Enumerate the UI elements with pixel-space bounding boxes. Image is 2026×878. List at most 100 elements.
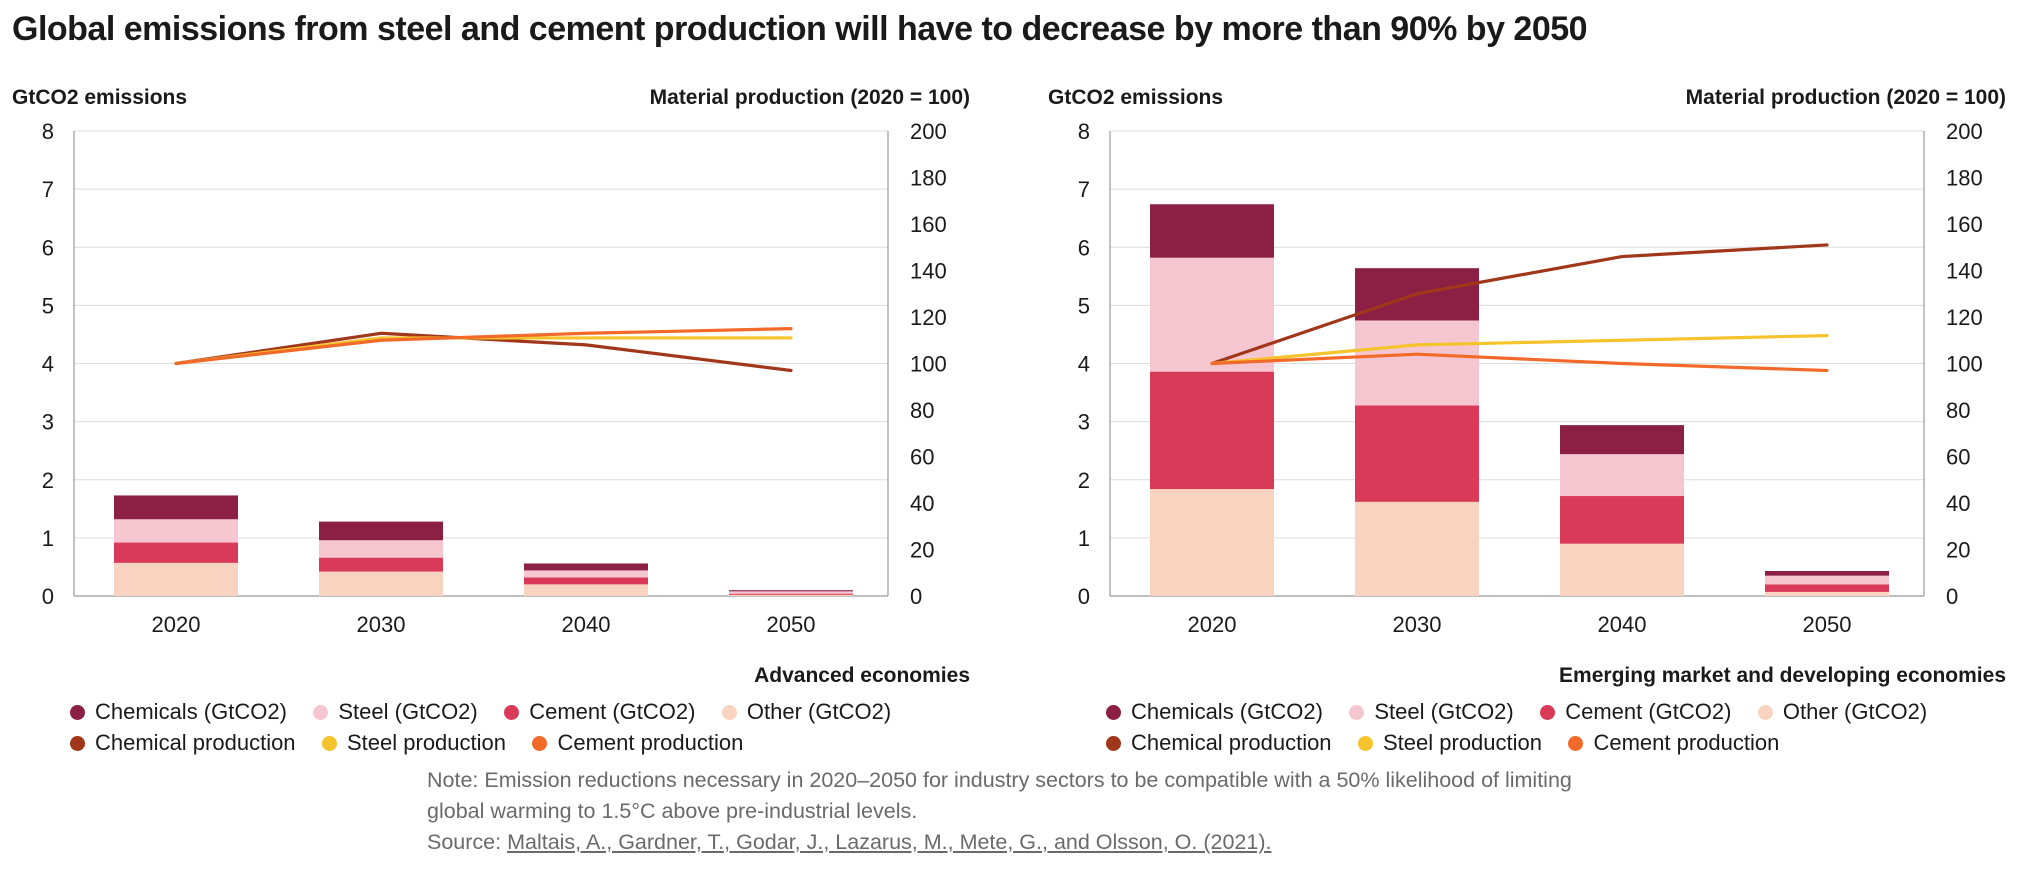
legend: Chemicals (GtCO2) Steel (GtCO2) Cement (… [1106,696,2006,758]
legend-label-chemical-production: Chemical production [1131,730,1332,755]
bar-segment-chemicals [1560,425,1684,455]
chart-panel-advanced-economies: 0 1 2 3 4 5 6 7 8 0 20 40 60 80 100 120 140 160 180 200 2020… [0,76,1000,756]
bar-segment-other [729,594,853,596]
legend-label-steel-production: Steel production [1383,730,1542,755]
legend-label-cement-production: Cement production [557,730,744,755]
y-tick-label-right: 180 [910,166,947,191]
chart-svg-advanced-economies: 0123456780204060801001201401601802002020… [12,86,970,687]
source-prefix: Source: [427,830,508,854]
y-tick-label-right: 160 [1946,212,1983,237]
y-axis-right-title: Material production (2020 = 100) [650,86,970,109]
y-tick-label-right: 40 [910,491,934,516]
legend-label-other: Other (GtCO2) [746,699,892,724]
bar-segment-steel [114,519,238,543]
y-tick-label-right: 0 [1946,584,1958,609]
y-tick-label-left: 1 [1078,526,1090,551]
bar-segment-chemicals [524,563,648,571]
legend-label-steel: Steel (GtCO2) [338,699,478,724]
y-tick-label-left: 3 [42,410,54,435]
bar-segment-cement [114,542,238,563]
bar-segment-steel [729,591,853,594]
legend-item-steel-production: Steel production [322,727,506,758]
legend-item-other: Other (GtCO2) [721,696,892,727]
legend-swatch-other [1757,705,1773,720]
legend-label-cement: Cement (GtCO2) [1565,699,1732,724]
legend-swatch-steel-production [1358,736,1373,751]
y-tick-label-left: 8 [42,119,54,144]
y-tick-label-right: 120 [1946,305,1983,330]
legend-item-steel: Steel (GtCO2) [1349,696,1514,727]
y-tick-label-right: 20 [1946,538,1970,563]
y-tick-label-left: 6 [42,235,54,260]
legend-item-cement: Cement (GtCO2) [1540,696,1731,727]
bar-segment-other [1355,501,1479,596]
legend-label-chemicals: Chemicals (GtCO2) [95,699,287,724]
y-tick-label-right: 20 [910,538,934,563]
y-tick-label-left: 4 [1078,352,1090,377]
panel-subtitle: Advanced economies [754,664,970,687]
y-tick-label-left: 7 [1078,177,1090,202]
y-tick-label-right: 200 [910,119,947,144]
bar-segment-steel [1765,575,1889,585]
bar-segment-cement [1150,371,1274,490]
y-axis-left-title: GtCO2 emissions [1048,86,1223,109]
bar-segment-other [114,562,238,596]
legend-label-steel-production: Steel production [347,730,506,755]
bar-segment-steel [1150,257,1274,372]
legend-swatch-steel [1349,705,1365,720]
legend-swatch-steel-production [322,736,337,751]
y-tick-label-right: 0 [910,584,922,609]
x-tick-label: 2030 [1393,612,1442,637]
legend-swatch-chemicals [70,705,85,720]
line-series-cement-production [1210,352,1829,373]
legend-item-cement-production: Cement production [532,727,743,758]
y-tick-label-left: 2 [42,468,54,493]
line-series-cement-production [174,327,793,366]
chart-svg-emerging-economies: 0123456780204060801001201401601802002020… [1048,86,2006,687]
legend-item-steel: Steel (GtCO2) [313,696,478,727]
chart-panel-emerging-economies: 0 1 2 3 4 5 6 7 8 0 20 40 60 80 100 120 140 160 180 200 2020… [1036,76,2026,756]
line-series-chemical-production [1210,243,1829,366]
y-tick-label-right: 40 [1946,491,1970,516]
y-tick-label-left: 6 [1078,235,1090,260]
bar-segment-cement [1560,496,1684,544]
bar-segment-other [1560,543,1684,596]
y-tick-label-right: 140 [910,259,947,284]
legend: Chemicals (GtCO2) Steel (GtCO2) Cement (… [70,696,970,758]
legend-swatch-cement-production [532,736,548,751]
legend-label-other: Other (GtCO2) [1782,699,1928,724]
bar-segment-steel [319,540,443,558]
y-tick-label-right: 140 [1946,259,1983,284]
bar-segment-steel [524,570,648,578]
legend-item-chemical-production: Chemical production [70,727,296,758]
x-tick-label: 2020 [152,612,201,637]
bar-segment-chemicals [1150,204,1274,258]
bar-segment-other [1765,591,1889,596]
y-tick-label-right: 120 [910,305,947,330]
y-tick-label-right: 80 [910,398,934,423]
bar-segment-chemicals [319,521,443,541]
y-tick-label-left: 5 [42,293,54,318]
y-tick-label-right: 60 [910,445,934,470]
bar-segment-other [319,571,443,596]
y-tick-label-left: 5 [1078,293,1090,318]
legend-label-chemical-production: Chemical production [95,730,296,755]
bar-segment-steel [1355,320,1479,406]
y-tick-label-left: 2 [1078,468,1090,493]
bar-segment-other [1150,489,1274,596]
legend-label-chemicals: Chemicals (GtCO2) [1131,699,1323,724]
legend-item-chemical-production: Chemical production [1106,727,1332,758]
legend-swatch-chemical-production [1106,736,1121,751]
y-tick-label-right: 100 [1946,352,1983,377]
source-link[interactable]: Maltais, A., Gardner, T., Godar, J., Laz… [507,830,1272,854]
x-tick-label: 2040 [562,612,611,637]
legend-item-steel-production: Steel production [1358,727,1542,758]
chart-title: Global emissions from steel and cement p… [12,10,1588,48]
bar-segment-cement [524,577,648,585]
x-tick-label: 2040 [1598,612,1647,637]
legend-swatch-chemicals [1106,705,1121,720]
legend-item-other: Other (GtCO2) [1757,696,1928,727]
y-tick-label-left: 3 [1078,410,1090,435]
legend-swatch-chemical-production [70,736,85,751]
y-tick-label-left: 0 [42,584,54,609]
